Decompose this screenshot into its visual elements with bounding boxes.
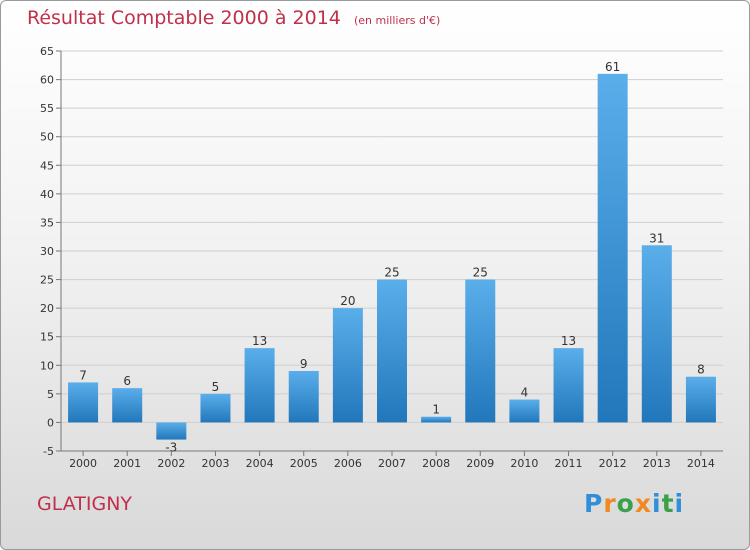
- x-tick-label: 2009: [466, 457, 494, 470]
- bar: [332, 308, 363, 423]
- x-tick-label: 2008: [422, 457, 450, 470]
- y-tick-label: 40: [40, 188, 54, 201]
- y-tick-label: 55: [40, 102, 54, 115]
- bar: [465, 279, 496, 423]
- commune-name: GLATIGNY: [37, 493, 133, 515]
- bar: [597, 73, 628, 423]
- data-label: 6: [123, 374, 131, 388]
- data-label: 5: [212, 380, 220, 394]
- x-tick-label: 2007: [378, 457, 406, 470]
- x-tick-label: 2012: [599, 457, 627, 470]
- data-label: 31: [649, 231, 664, 245]
- proxiti-logo[interactable]: Proxiti: [584, 489, 685, 518]
- data-label: 25: [473, 266, 488, 280]
- x-tick-label: 2011: [555, 457, 583, 470]
- y-tick-label: 60: [40, 74, 54, 87]
- bar: [509, 399, 540, 423]
- x-tick-label: 2004: [246, 457, 274, 470]
- y-tick-label: 10: [40, 359, 54, 372]
- bar: [421, 416, 452, 423]
- y-tick-label: 45: [40, 159, 54, 172]
- data-label: 8: [697, 363, 705, 377]
- y-tick-label: 65: [40, 45, 54, 58]
- bar: [288, 371, 319, 423]
- chart-subtitle: (en milliers d'€): [353, 14, 441, 27]
- bar: [244, 348, 275, 423]
- bar: [641, 245, 672, 423]
- data-label: 13: [252, 334, 267, 348]
- y-tick-label: 0: [47, 416, 54, 429]
- y-tick-label: 35: [40, 216, 54, 229]
- x-tick-label: 2000: [69, 457, 97, 470]
- y-tick-label: 50: [40, 131, 54, 144]
- y-tick-label: 25: [40, 274, 54, 287]
- bar: [200, 393, 231, 423]
- x-tick-label: 2005: [290, 457, 318, 470]
- data-label: 7: [79, 368, 87, 382]
- x-tick-label: 2003: [201, 457, 229, 470]
- title-row: Résultat Comptable 2000 à 2014 (en milli…: [27, 7, 440, 29]
- y-tick-label: 20: [40, 302, 54, 315]
- x-tick-label: 2001: [113, 457, 141, 470]
- data-label: -3: [165, 441, 177, 455]
- data-label: 13: [561, 334, 576, 348]
- data-label: 20: [340, 294, 355, 308]
- x-tick-label: 2002: [157, 457, 185, 470]
- x-tick-label: 2010: [510, 457, 538, 470]
- bar: [377, 279, 407, 423]
- y-tick-label: 30: [40, 245, 54, 258]
- data-label: 1: [432, 403, 440, 417]
- bar: [68, 382, 99, 423]
- bar: [156, 422, 187, 440]
- x-tick-label: 2013: [643, 457, 671, 470]
- x-tick-label: 2014: [687, 457, 715, 470]
- x-tick-label: 2006: [334, 457, 362, 470]
- y-tick-label: 15: [40, 331, 54, 344]
- data-label: 25: [384, 266, 399, 280]
- chart-title: Résultat Comptable 2000 à 2014: [27, 7, 341, 29]
- data-label: 61: [605, 60, 620, 74]
- data-label: 9: [300, 357, 308, 371]
- data-label: 4: [521, 386, 529, 400]
- bar: [112, 388, 143, 423]
- bar: [553, 348, 584, 423]
- bar: [685, 376, 716, 423]
- y-tick-label: 5: [47, 388, 54, 401]
- y-tick-label: -5: [43, 445, 54, 458]
